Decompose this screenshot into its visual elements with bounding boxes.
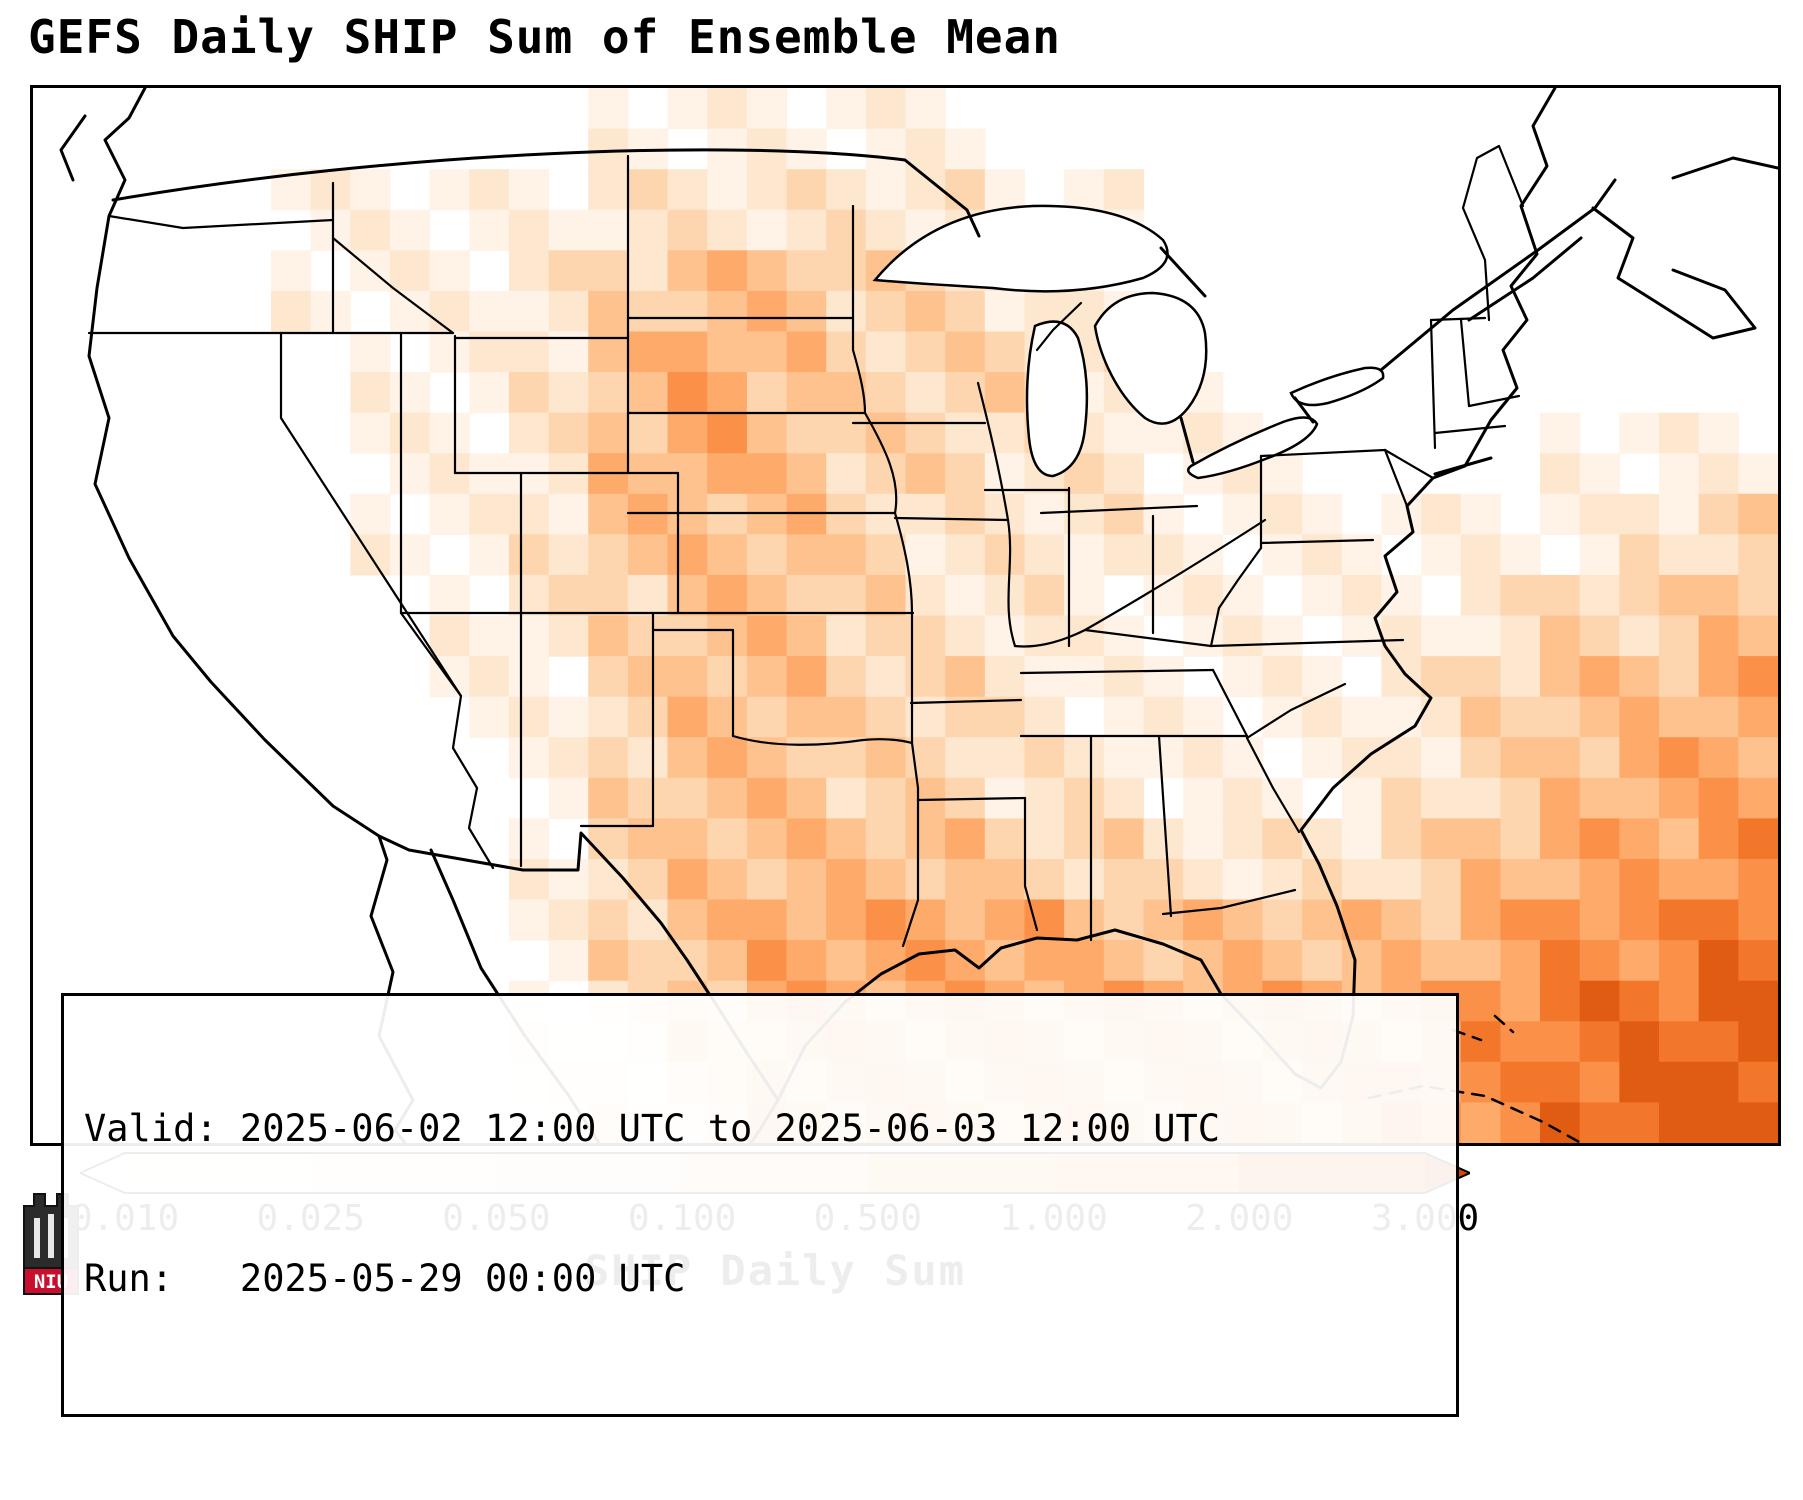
great-lakes [872,204,1385,480]
cuba-coast [1367,1084,1583,1143]
vancouver-island [59,114,87,182]
page-title: GEFS Daily SHIP Sum of Ensemble Mean [28,10,1061,64]
map: Valid: 2025-06-02 12:00 UTC to 2025-06-0… [30,85,1781,1417]
state-borders [87,144,1525,948]
nova-scotia-shore [1671,156,1778,180]
us-map-svg [59,88,1778,1143]
run-line: Run: 2025-05-29 00:00 UTC [84,1257,686,1300]
valid-line: Valid: 2025-06-02 12:00 UTC to 2025-06-0… [84,1107,1221,1150]
us-canada-border [111,148,981,238]
lake-ontario [1289,366,1385,407]
st-clair-river [1179,416,1195,464]
st-lawrence-river [1379,178,1617,372]
pacific-coast [87,88,381,838]
lake-michigan [1025,320,1089,478]
lake-huron [1093,291,1208,425]
gulf-and-atlantic-coast [776,88,1557,1102]
maritime-canada [1591,206,1757,340]
long-island [1433,456,1493,476]
lake-erie [1186,416,1319,480]
valid-run-info-box: Valid: 2025-06-02 12:00 UTC to 2025-06-0… [61,993,1459,1417]
niu-logo-text: NIU [34,1271,68,1293]
st-marys-river [1159,246,1207,298]
niagara-river [1293,396,1315,424]
st-lawrence-north-shore [1467,236,1583,322]
bahamas-2 [1493,1014,1515,1034]
